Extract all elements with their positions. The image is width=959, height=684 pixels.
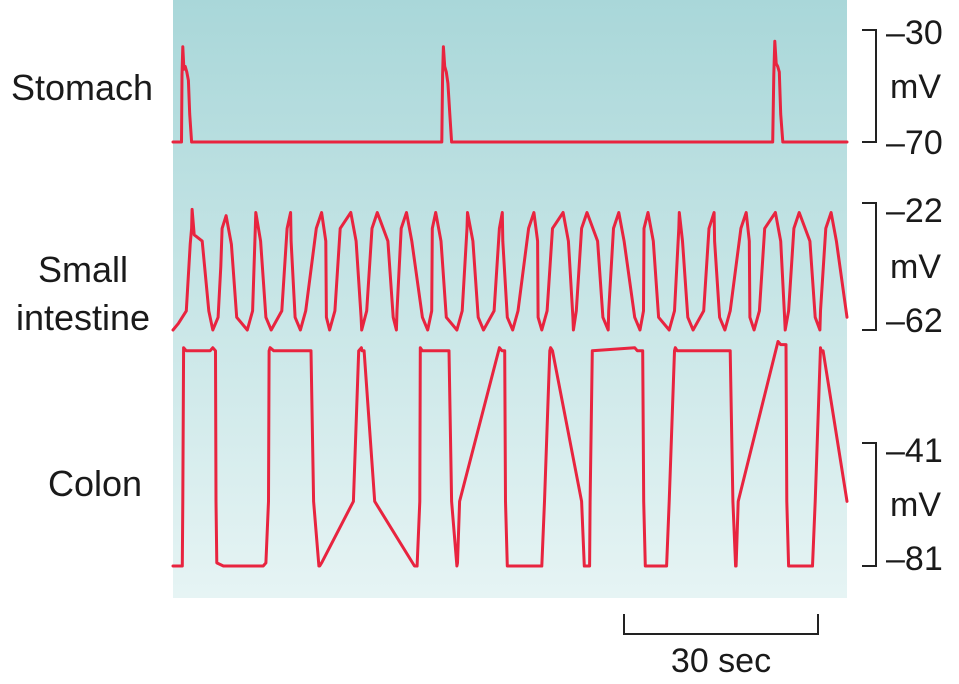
- small-intestine-scale-top: –22: [886, 192, 943, 230]
- panel-stomach: Stomach –30 mV –70: [11, 14, 943, 162]
- colon-trace: [171, 340, 849, 568]
- colon-scale-bottom: –81: [886, 540, 943, 578]
- panel-label-small-intestine-line2: intestine: [16, 297, 150, 338]
- stomach-trace: [171, 39, 849, 144]
- panel-label-small-intestine-line1: Small: [38, 249, 128, 290]
- stomach-scale-bracket: [862, 29, 877, 143]
- panel-colon: Colon –41 mV –81: [48, 340, 943, 578]
- stomach-scale-top: –30: [886, 14, 943, 52]
- panel-label-stomach: Stomach: [11, 67, 153, 108]
- stomach-scale-unit: mV: [890, 68, 941, 106]
- panel-label-colon: Colon: [48, 463, 142, 504]
- small-intestine-scale-bottom: –62: [886, 302, 943, 340]
- small-intestine-scale-unit: mV: [890, 248, 941, 286]
- time-scale-bar: 30 sec: [623, 614, 819, 680]
- plot-background: [173, 0, 847, 598]
- panel-small-intestine: Small intestine –22 mV –62: [16, 192, 943, 340]
- colon-scale-top: –41: [886, 432, 943, 470]
- small-intestine-scale-bracket: [862, 202, 877, 331]
- colon-scale-bracket: [862, 442, 877, 567]
- small-intestine-trace: [171, 207, 849, 332]
- colon-scale-unit: mV: [890, 486, 941, 524]
- stomach-scale-bottom: –70: [886, 124, 943, 162]
- time-scale-bracket: [623, 614, 819, 635]
- time-scale-label: 30 sec: [671, 642, 771, 680]
